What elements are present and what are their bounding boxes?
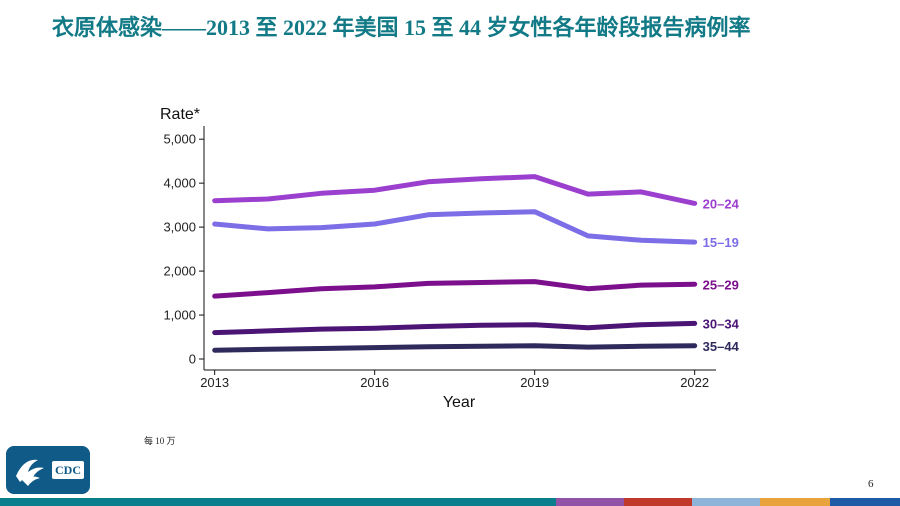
- footnote: 每 10 万: [144, 436, 176, 446]
- series-label: 25–29: [703, 277, 739, 292]
- y-tick-label: 2,000: [163, 264, 196, 279]
- y-tick-label: 3,000: [163, 220, 196, 235]
- y-tick-label: 4,000: [163, 176, 196, 191]
- x-tick-label: 2016: [360, 375, 389, 390]
- bottom-bar-segment-blue: [830, 498, 900, 506]
- x-tick-label: 2013: [200, 375, 229, 390]
- series-line-15–19: [212, 209, 698, 245]
- y-tick-label: 0: [189, 352, 196, 367]
- series-label: 30–34: [703, 316, 740, 331]
- series-line-25–29: [212, 279, 698, 299]
- line-chart: Rate* Year 0 1,000 2,000 3,000 4,000 5,000 201…: [160, 106, 740, 411]
- y-axis-label: Rate*: [160, 106, 200, 123]
- cdc-logo[interactable]: CDC: [6, 446, 90, 494]
- bottom-bar-segment-red: [624, 498, 692, 506]
- bottom-bar-segment-purple: [556, 498, 624, 506]
- series-line-20–24: [212, 174, 698, 206]
- x-tick-label: 2022: [680, 375, 709, 390]
- x-tick-label: 2019: [520, 375, 549, 390]
- slide-title: 衣原体感染——2013 至 2022 年美国 15 至 44 岁女性各年龄段报告…: [52, 15, 751, 40]
- cdc-logo-text: CDC: [52, 461, 84, 479]
- bottom-bar-segment-teal: [0, 498, 556, 506]
- series-label: 15–19: [703, 235, 739, 250]
- series-line-35–44: [212, 343, 698, 353]
- y-tick-label: 1,000: [163, 308, 196, 323]
- series-label: 20–24: [703, 196, 740, 211]
- bottom-bar-segment-lightblue: [692, 498, 760, 506]
- bottom-color-bar: [0, 498, 900, 506]
- series-label: 35–44: [703, 339, 740, 354]
- y-tick-label: 5,000: [163, 132, 196, 147]
- series-line-30–34: [212, 320, 698, 336]
- hhs-eagle-icon: [16, 459, 44, 486]
- page-number: 6: [868, 478, 874, 490]
- x-axis-label: Year: [443, 394, 476, 411]
- bottom-bar-segment-orange: [760, 498, 830, 506]
